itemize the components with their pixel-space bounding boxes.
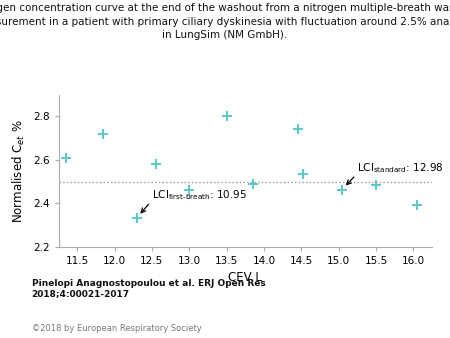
X-axis label: CEV L: CEV L: [228, 271, 262, 284]
Point: [63, 155, 70, 160]
Point: [373, 182, 380, 188]
Point: [152, 162, 159, 167]
Point: [339, 188, 346, 193]
Point: [299, 171, 306, 177]
Point: [186, 188, 193, 193]
Y-axis label: Normalised C$_{et}$ %: Normalised C$_{et}$ %: [11, 119, 27, 222]
Text: ©2018 by European Respiratory Society: ©2018 by European Respiratory Society: [32, 324, 201, 334]
Text: LCI$_{\rm first\text{-}breath}$: 10.95: LCI$_{\rm first\text{-}breath}$: 10.95: [152, 188, 247, 202]
Text: Pinelopi Anagnostopoulou et al. ERJ Open Res
2018;4:00021-2017: Pinelopi Anagnostopoulou et al. ERJ Open…: [32, 279, 265, 298]
Text: Nitrogen concentration curve at the end of the washout from a nitrogen multiple-: Nitrogen concentration curve at the end …: [0, 3, 450, 40]
Text: LCI$_{\rm standard}$: 12.98: LCI$_{\rm standard}$: 12.98: [357, 161, 444, 175]
Point: [223, 114, 230, 119]
Point: [133, 216, 140, 221]
Point: [294, 127, 301, 132]
Point: [249, 181, 256, 187]
Point: [100, 131, 107, 137]
Point: [414, 203, 421, 208]
